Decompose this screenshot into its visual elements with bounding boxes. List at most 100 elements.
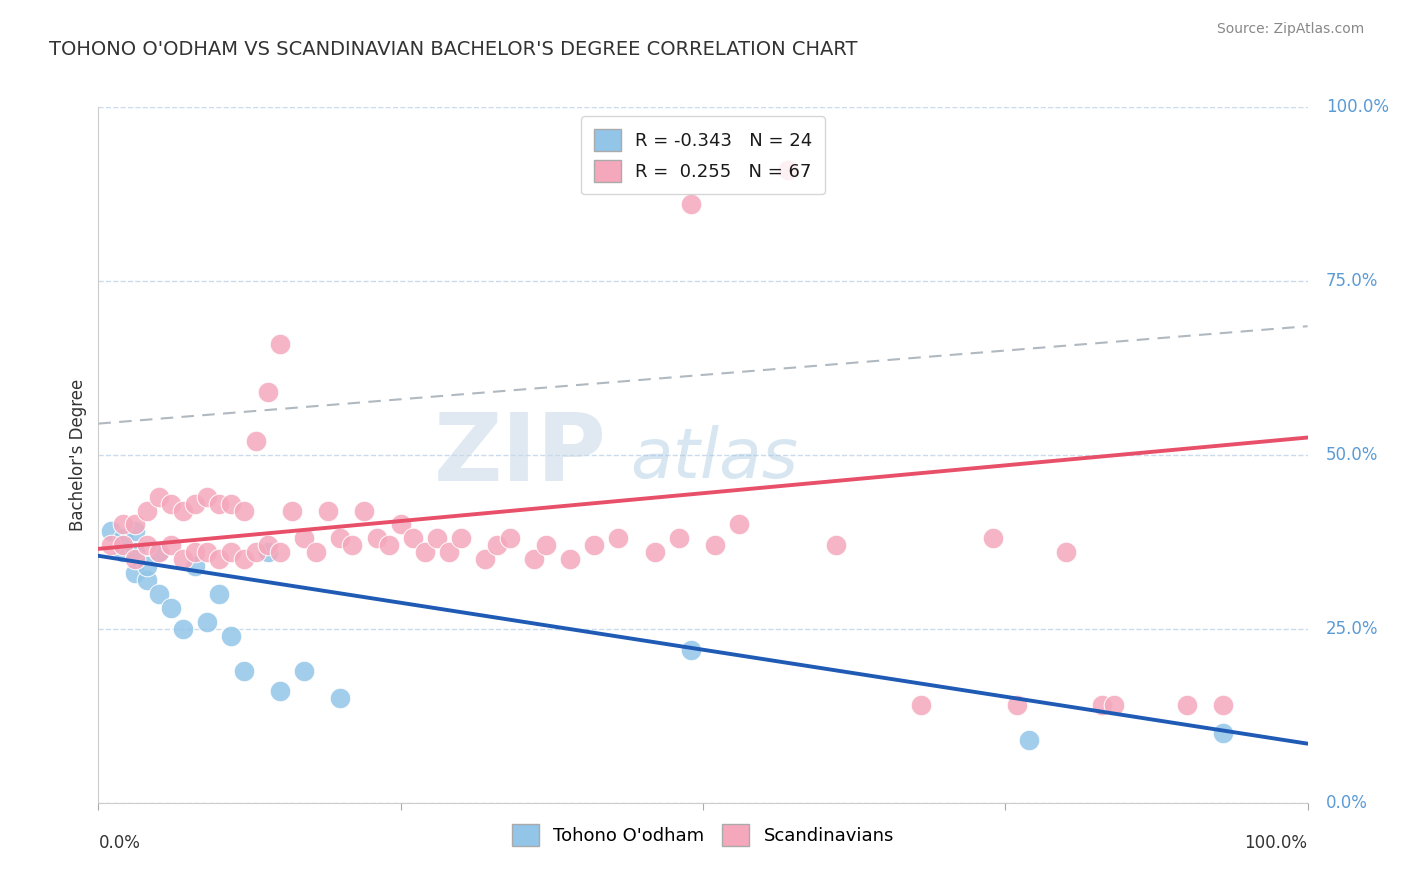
Point: [679, 197, 702, 211]
Point: [305, 545, 328, 559]
Point: [292, 664, 315, 678]
Text: Source: ZipAtlas.com: Source: ZipAtlas.com: [1216, 22, 1364, 37]
Point: [124, 517, 146, 532]
Point: [100, 524, 122, 539]
Point: [256, 545, 278, 559]
Point: [342, 538, 364, 552]
Point: [1091, 698, 1114, 713]
Point: [184, 545, 207, 559]
Point: [825, 538, 848, 552]
Point: [679, 642, 702, 657]
Point: [1018, 733, 1040, 747]
Point: [124, 545, 146, 559]
Text: 50.0%: 50.0%: [1326, 446, 1378, 464]
Point: [135, 573, 157, 587]
Text: 0.0%: 0.0%: [1326, 794, 1368, 812]
Point: [232, 664, 254, 678]
Point: [195, 615, 218, 629]
Text: 100.0%: 100.0%: [1244, 834, 1308, 852]
Point: [208, 552, 231, 566]
Point: [1212, 698, 1234, 713]
Point: [1175, 698, 1198, 713]
Point: [607, 532, 630, 546]
Point: [389, 517, 412, 532]
Point: [172, 503, 194, 517]
Point: [135, 503, 157, 517]
Point: [437, 545, 460, 559]
Text: 25.0%: 25.0%: [1326, 620, 1378, 638]
Text: atlas: atlas: [630, 425, 799, 491]
Point: [583, 538, 606, 552]
Point: [135, 538, 157, 552]
Point: [208, 497, 231, 511]
Point: [148, 490, 170, 504]
Point: [184, 559, 207, 574]
Point: [353, 503, 375, 517]
Text: TOHONO O'ODHAM VS SCANDINAVIAN BACHELOR'S DEGREE CORRELATION CHART: TOHONO O'ODHAM VS SCANDINAVIAN BACHELOR'…: [49, 40, 858, 59]
Point: [981, 532, 1004, 546]
Point: [148, 545, 170, 559]
Point: [184, 497, 207, 511]
Point: [644, 545, 666, 559]
Point: [232, 552, 254, 566]
Point: [329, 691, 352, 706]
Point: [135, 559, 157, 574]
Point: [160, 538, 183, 552]
Point: [534, 538, 557, 552]
Point: [292, 532, 315, 546]
Point: [316, 503, 339, 517]
Point: [329, 532, 352, 546]
Point: [172, 622, 194, 636]
Point: [498, 532, 520, 546]
Point: [558, 552, 581, 566]
Point: [1212, 726, 1234, 740]
Point: [111, 545, 134, 559]
Point: [486, 538, 509, 552]
Point: [776, 162, 799, 177]
Point: [160, 497, 183, 511]
Point: [668, 532, 690, 546]
Point: [221, 545, 243, 559]
Text: 100.0%: 100.0%: [1326, 98, 1389, 116]
Point: [124, 552, 146, 566]
Point: [208, 587, 231, 601]
Point: [100, 538, 122, 552]
Point: [111, 517, 134, 532]
Point: [221, 629, 243, 643]
Text: 75.0%: 75.0%: [1326, 272, 1378, 290]
Point: [269, 336, 291, 351]
Point: [1054, 545, 1077, 559]
Point: [256, 385, 278, 400]
Point: [232, 503, 254, 517]
Point: [160, 601, 183, 615]
Point: [366, 532, 388, 546]
Point: [377, 538, 399, 552]
Point: [474, 552, 496, 566]
Point: [269, 545, 291, 559]
Point: [450, 532, 472, 546]
Point: [245, 545, 267, 559]
Y-axis label: Bachelor's Degree: Bachelor's Degree: [69, 379, 87, 531]
Point: [221, 497, 243, 511]
Point: [172, 552, 194, 566]
Point: [148, 587, 170, 601]
Point: [426, 532, 449, 546]
Point: [195, 545, 218, 559]
Point: [1102, 698, 1125, 713]
Point: [704, 538, 727, 552]
Point: [195, 490, 218, 504]
Point: [413, 545, 436, 559]
Point: [728, 517, 751, 532]
Point: [111, 538, 134, 552]
Point: [111, 532, 134, 546]
Legend: Tohono O'odham, Scandinavians: Tohono O'odham, Scandinavians: [505, 816, 901, 853]
Point: [402, 532, 425, 546]
Point: [269, 684, 291, 698]
Point: [124, 566, 146, 581]
Text: ZIP: ZIP: [433, 409, 606, 501]
Point: [1007, 698, 1029, 713]
Text: 0.0%: 0.0%: [98, 834, 141, 852]
Point: [910, 698, 932, 713]
Point: [256, 538, 278, 552]
Point: [245, 434, 267, 448]
